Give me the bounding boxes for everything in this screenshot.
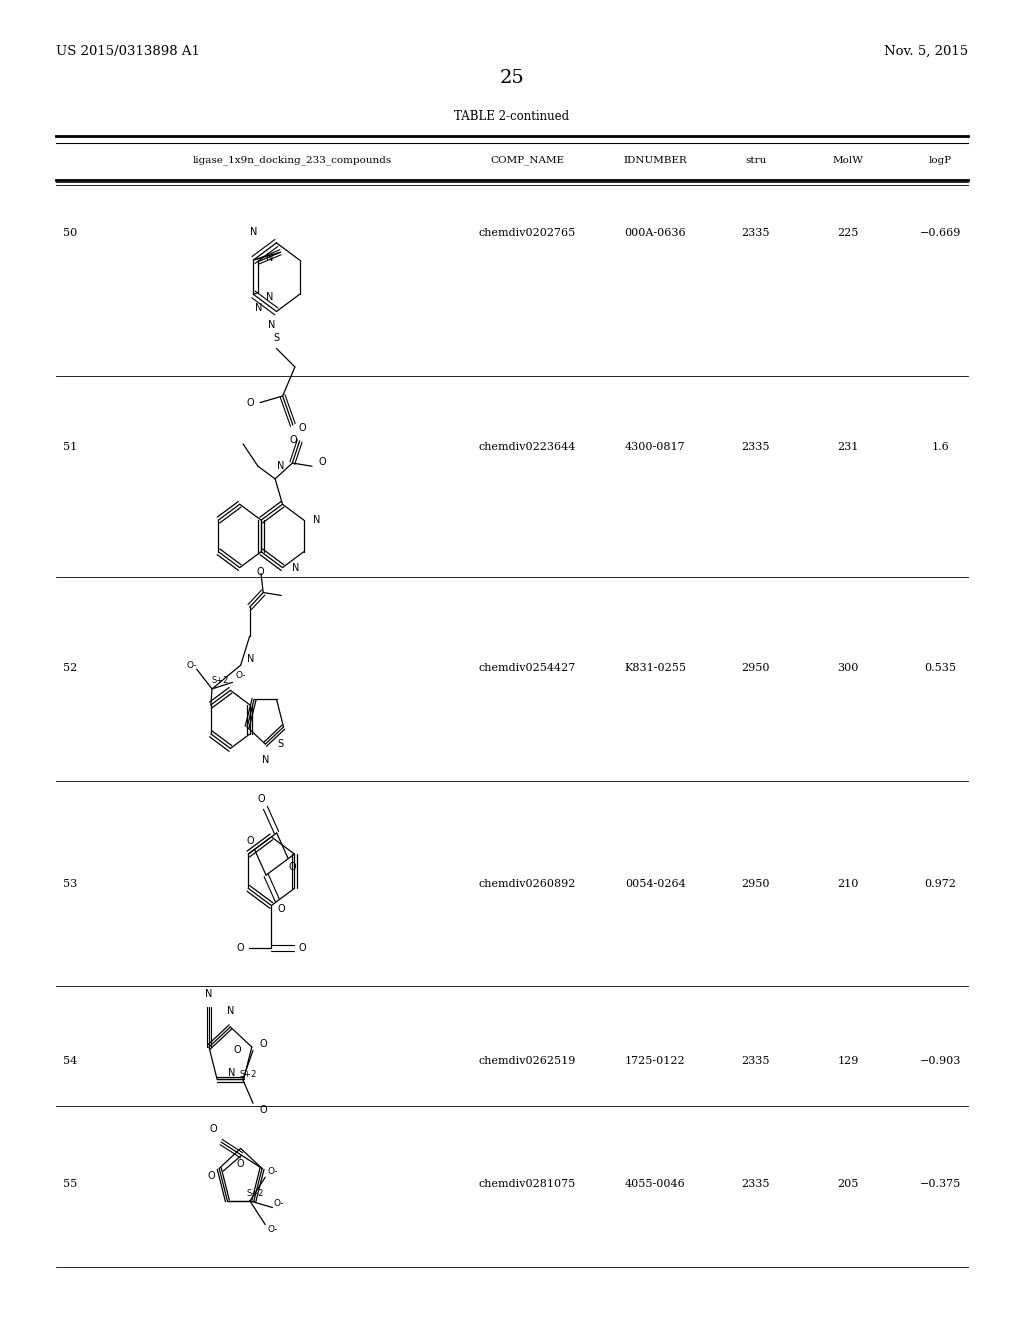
Text: O: O [299,422,306,433]
Text: −0.375: −0.375 [920,1179,961,1189]
Text: O: O [259,1039,267,1049]
Text: O: O [298,942,306,953]
Text: 2335: 2335 [741,1056,770,1067]
Text: 210: 210 [838,879,858,890]
Text: MolW: MolW [833,156,863,165]
Text: N: N [250,227,258,238]
Text: O: O [237,942,245,953]
Text: N: N [261,755,269,764]
Text: chemdiv0281075: chemdiv0281075 [479,1179,575,1189]
Text: logP: logP [929,156,951,165]
Text: Nov. 5, 2015: Nov. 5, 2015 [884,45,968,58]
Text: 54: 54 [62,1056,77,1067]
Text: O: O [209,1123,217,1134]
Text: N: N [227,1068,236,1078]
Text: 2335: 2335 [741,442,770,453]
Text: 51: 51 [62,442,77,453]
Text: N: N [247,653,255,664]
Text: 225: 225 [838,228,858,239]
Text: O-: O- [267,1225,278,1234]
Text: 4300-0817: 4300-0817 [625,442,686,453]
Text: O: O [237,1159,245,1170]
Text: chemdiv0260892: chemdiv0260892 [478,879,577,890]
Text: stru: stru [745,156,766,165]
Text: 129: 129 [838,1056,858,1067]
Text: N: N [276,461,284,471]
Text: N: N [292,562,299,573]
Text: COMP_NAME: COMP_NAME [490,156,564,165]
Text: chemdiv0254427: chemdiv0254427 [479,663,575,673]
Text: K831-0255: K831-0255 [625,663,686,673]
Text: IDNUMBER: IDNUMBER [624,156,687,165]
Text: 0054-0264: 0054-0264 [625,879,686,890]
Text: O: O [256,568,264,577]
Text: 0.972: 0.972 [924,879,956,890]
Text: O: O [257,793,265,804]
Text: O: O [233,1044,242,1055]
Text: O: O [246,397,254,408]
Text: 2950: 2950 [741,879,770,890]
Text: O: O [318,457,326,467]
Text: S: S [278,739,284,750]
Text: O: O [259,1105,267,1115]
Text: 25: 25 [500,69,524,87]
Text: 205: 205 [838,1179,858,1189]
Text: O: O [278,904,286,915]
Text: 50: 50 [62,228,77,239]
Text: S: S [273,333,280,343]
Text: 52: 52 [62,663,77,673]
Text: 000A-0636: 000A-0636 [625,228,686,239]
Text: O: O [207,1171,215,1181]
Text: −0.903: −0.903 [920,1056,961,1067]
Text: N: N [266,253,273,263]
Text: −0.669: −0.669 [920,228,961,239]
Text: O: O [247,836,255,846]
Text: O-: O- [186,660,197,669]
Text: N: N [255,302,262,313]
Text: ligase_1x9n_docking_233_compounds: ligase_1x9n_docking_233_compounds [193,156,391,165]
Text: N: N [266,292,273,301]
Text: 4055-0046: 4055-0046 [625,1179,686,1189]
Text: chemdiv0202765: chemdiv0202765 [479,228,575,239]
Text: 300: 300 [838,663,858,673]
Text: 2950: 2950 [741,663,770,673]
Text: O: O [289,434,297,445]
Text: S+2: S+2 [212,676,229,685]
Text: O: O [288,862,296,873]
Text: N: N [267,319,275,330]
Text: chemdiv0262519: chemdiv0262519 [478,1056,577,1067]
Text: 1725-0122: 1725-0122 [625,1056,686,1067]
Text: 55: 55 [62,1179,77,1189]
Text: chemdiv0223644: chemdiv0223644 [478,442,577,453]
Text: S+2: S+2 [240,1069,257,1078]
Text: N: N [313,515,321,525]
Text: S+2: S+2 [247,1188,264,1197]
Text: N: N [226,1006,234,1016]
Text: 231: 231 [838,442,858,453]
Text: 2335: 2335 [741,228,770,239]
Text: O-: O- [236,671,246,680]
Text: 53: 53 [62,879,77,890]
Text: 2335: 2335 [741,1179,770,1189]
Text: N: N [205,989,213,999]
Text: O-: O- [267,1167,278,1176]
Text: US 2015/0313898 A1: US 2015/0313898 A1 [56,45,201,58]
Text: TABLE 2-continued: TABLE 2-continued [455,110,569,123]
Text: O-: O- [273,1199,284,1208]
Text: 1.6: 1.6 [931,442,949,453]
Text: 0.535: 0.535 [924,663,956,673]
